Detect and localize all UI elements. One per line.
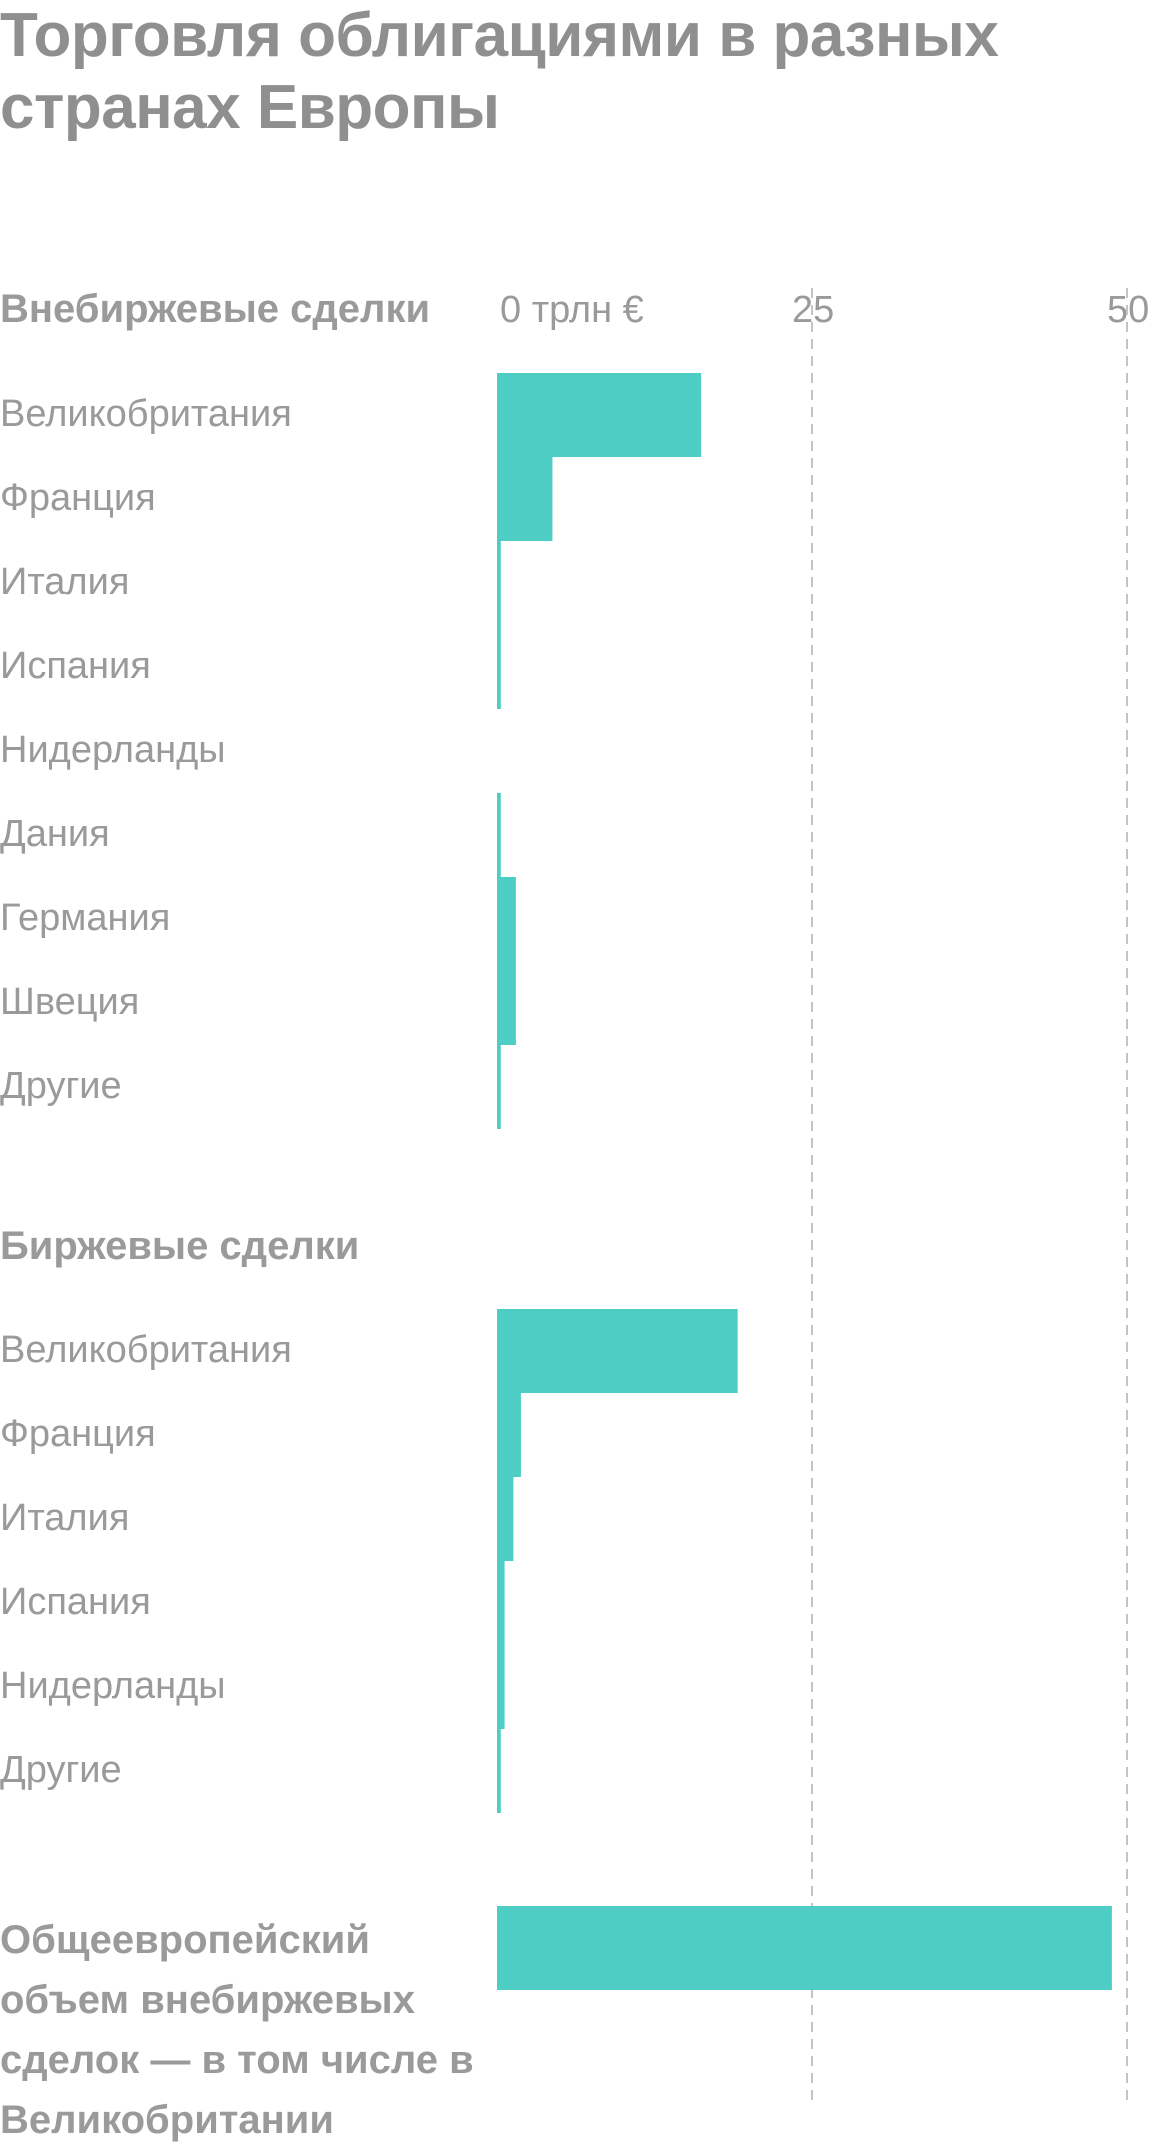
bar-ex-5 [497, 1729, 501, 1813]
bar-otc-2 [497, 541, 501, 625]
bar-otc-5 [497, 793, 501, 877]
bar-ex-1 [497, 1393, 521, 1477]
row-label-otc-france: Франция [0, 477, 156, 519]
row-label-ex-uk: Великобритания [0, 1329, 292, 1371]
row-label-ex-other: Другие [0, 1749, 122, 1791]
bar-ex-0 [497, 1309, 738, 1393]
bar-otc-0 [497, 373, 702, 457]
row-label-ex-netherlands: Нидерланды [0, 1665, 226, 1707]
bar-otc-8 [497, 1045, 501, 1129]
section-label-otc: Внебиржевые сделки [0, 287, 431, 331]
bar-otc-6 [497, 877, 516, 961]
bar-ex-3 [497, 1561, 505, 1645]
section-label-exchange: Биржевые сделки [0, 1224, 360, 1268]
row-label-ex-france: Франция [0, 1413, 156, 1455]
row-label-otc-spain: Испания [0, 645, 151, 687]
bar-otc-7 [497, 961, 516, 1045]
row-label-otc-uk: Великобритания [0, 393, 292, 435]
row-label-ex-spain: Испания [0, 1581, 151, 1623]
chart-title: Торговля облигациями в разных странах Ев… [0, 1, 999, 142]
bar-ex-4 [497, 1645, 505, 1729]
bar-otc-1 [497, 457, 553, 541]
bar-otc-3 [497, 625, 501, 709]
row-label-otc-other: Другие [0, 1065, 122, 1107]
row-label-otc-denmark: Дания [0, 813, 110, 855]
total-otc-label: Общеевропейский объем внебиржевых сделок… [0, 1918, 474, 2142]
row-label-otc-netherlands: Нидерланды [0, 729, 226, 771]
tick-label-0: 0 трлн € [500, 289, 644, 331]
bar-total-0 [497, 1906, 1112, 1990]
row-label-ex-italy: Италия [0, 1497, 130, 1539]
tick-label-50: 50 [1107, 289, 1150, 331]
row-label-otc-germany: Германия [0, 897, 171, 939]
tick-label-25: 25 [792, 289, 835, 331]
bar-ex-2 [497, 1477, 514, 1561]
row-label-otc-italy: Италия [0, 561, 130, 603]
row-label-otc-sweden: Швеция [0, 981, 140, 1023]
